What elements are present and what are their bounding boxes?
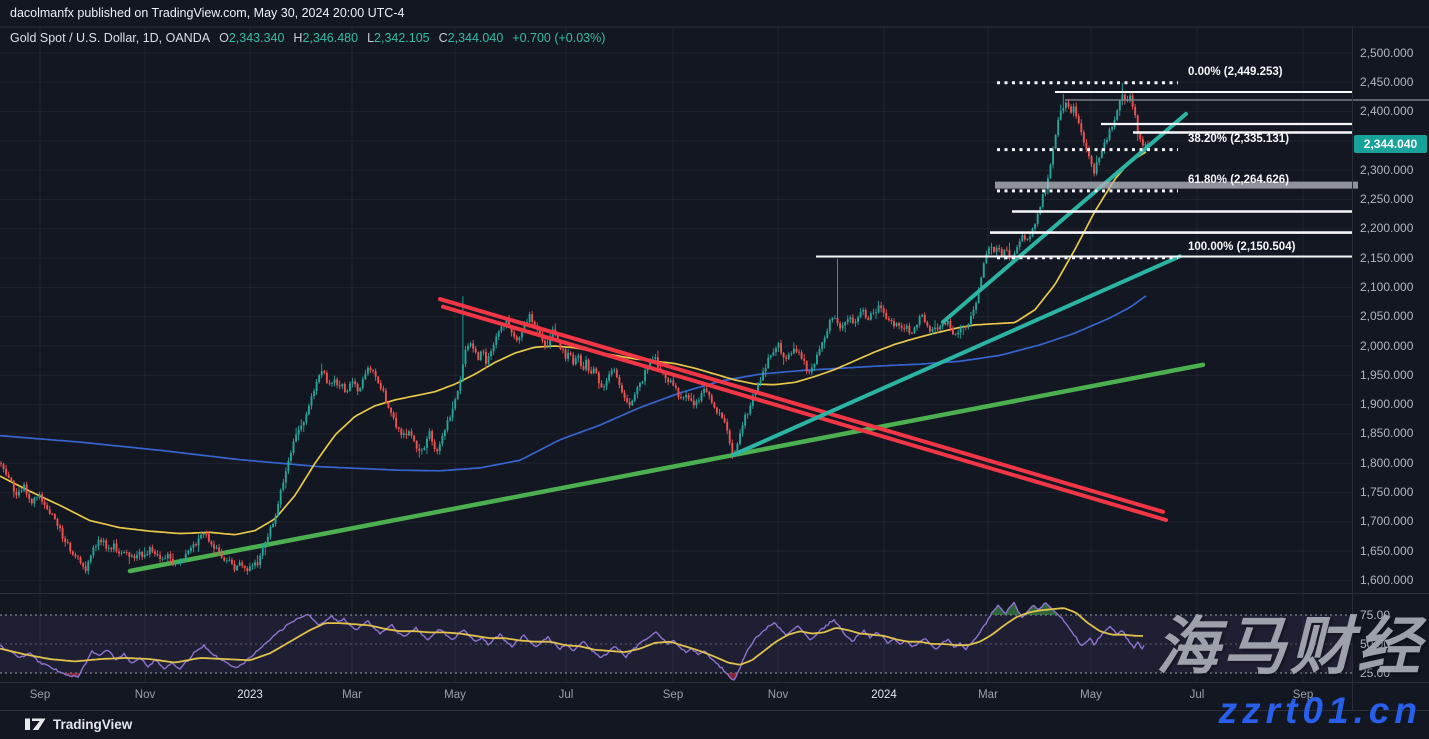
price-tick-label: 2,150.000 [1360,250,1414,265]
time-axis-label: 2024 [871,689,897,701]
tradingview-brand-text[interactable]: TradingView [53,717,133,732]
teal-steep [941,111,1188,324]
ma-fast-yellow [0,151,1147,536]
tradingview-logo-icon[interactable] [25,717,46,732]
ohlc-token: C2,344.040 [438,31,504,45]
price-tick-label: 1,700.000 [1360,514,1414,529]
time-axis-label: Mar [978,689,998,701]
candles [0,82,1149,575]
ohlc-token: L2,342.105 [367,31,430,45]
time-axis-label: 2023 [237,689,263,701]
footer-bar: TradingView [0,710,1429,739]
price-tick-label: 1,900.000 [1360,397,1414,412]
last-price-badge: 2,344.040 [1354,135,1427,153]
time-axis-label: Sep [1292,689,1314,701]
price-tick-label: 1,650.000 [1360,543,1414,558]
attribution-bar: dacolmanfx published on TradingView.com,… [0,0,1429,27]
price-tick-label: 2,400.000 [1360,104,1414,119]
symbol-legend: Gold Spot / U.S. Dollar, 1D, OANDA O2,343… [10,31,605,45]
fib-level-label: 100.00% (2,150.504) [1188,240,1296,253]
price-tick-label: 2,050.000 [1360,309,1414,324]
fib-level-label: 38.20% (2,335.131) [1188,132,1290,145]
price-tick-label: 1,850.000 [1360,426,1414,441]
symbol-title[interactable]: Gold Spot / U.S. Dollar, 1D, OANDA [10,31,211,45]
ohlc-values: O2,343.340 H2,346.480 L2,342.105 C2,344.040 [210,31,503,45]
time-axis-label: May [444,689,466,701]
price-tick-label: 2,300.000 [1360,162,1414,177]
price-tick-label: 1,750.000 [1360,485,1414,499]
fib-level-label: 0.00% (2,449.253) [1188,65,1283,78]
time-axis-label: Jul [1189,689,1205,701]
time-axis-label: May [1080,689,1102,701]
price-tick-label: 2,500.000 [1360,45,1414,60]
fib-level-label: 61.80% (2,264.626) [1188,173,1290,186]
time-axis-label: Nov [134,689,156,701]
price-tick-label: 1,600.000 [1360,572,1414,587]
price-tick-label: 2,200.000 [1360,221,1414,236]
price-tick-label: 2,100.000 [1360,279,1414,294]
price-tick-label: 1,800.000 [1360,455,1414,470]
rsi-tick-label: 50.00 [1360,636,1391,651]
attribution-text: dacolmanfx published on TradingView.com,… [10,6,405,20]
watermark-brand: 海马财经 [1156,612,1424,682]
price-tick-label: 2,250.000 [1360,192,1414,206]
price-tick-label: 1,950.000 [1360,367,1414,382]
time-axis-label: Sep [662,689,684,701]
teal-lower [731,254,1182,457]
time-axis-label: Jul [558,689,574,701]
price-tick-label: 2,450.000 [1360,74,1414,89]
rsi-tick-label: 25.00 [1360,665,1391,680]
rsi-line [0,601,1145,681]
red-channel-lower [441,304,1168,522]
ohlc-token: O2,343.340 [219,31,285,45]
rsi-ma-line [0,607,1143,666]
time-axis-label: Nov [767,689,789,701]
rsi-extreme-zone [991,603,1020,615]
ma-slow-blue [0,295,1147,472]
gray-zone [995,181,1358,189]
watermark-url: zzrt01.cn [1218,690,1422,731]
grid [0,27,1352,682]
time-axis-label: Sep [29,689,51,701]
ohlc-token: H2,346.480 [293,31,359,45]
red-channel-upper [438,297,1165,514]
rsi-tick-label: 75.00 [1360,607,1391,622]
time-axis-label: Mar [342,689,362,701]
change-value: +0.700 (+0.03%) [512,31,606,45]
price-tick-label: 2,000.000 [1360,338,1414,353]
support-green [127,362,1206,574]
